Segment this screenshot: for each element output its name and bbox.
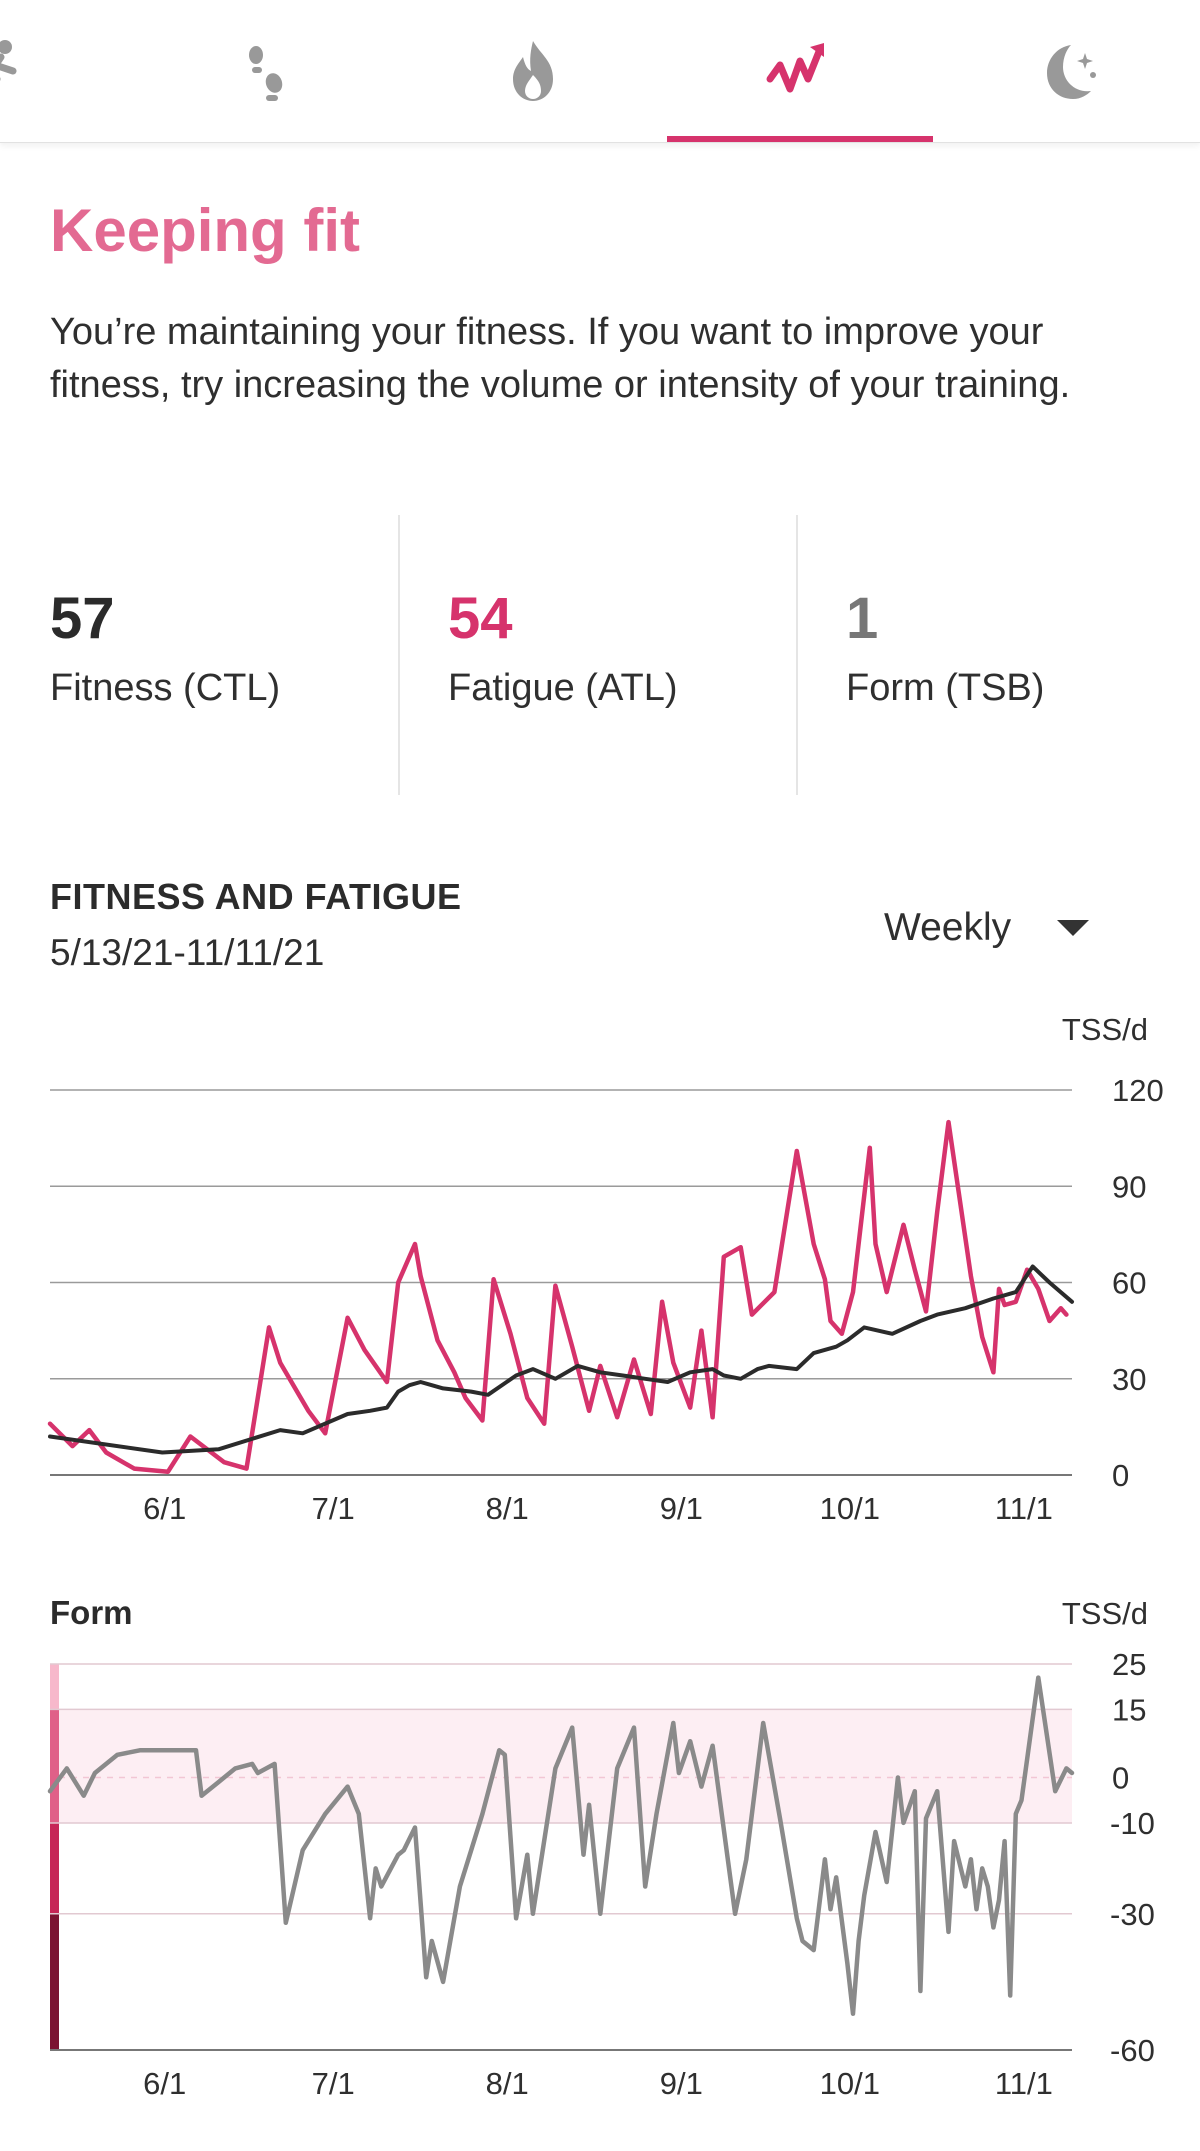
form-chart-title: Form: [50, 1594, 133, 1631]
form-zone-marker: [50, 1709, 59, 1823]
caret-down-icon: [1057, 920, 1090, 936]
status-title: Keeping fit: [50, 197, 360, 264]
tab-bar: [0, 0, 1200, 143]
x-tick-label: 7/1: [312, 1491, 355, 1526]
metric-value: 54: [448, 586, 513, 651]
fatigue-series-line: [47, 1119, 1069, 1475]
y-tick-label: 90: [1112, 1169, 1146, 1204]
metric-divider: [398, 515, 400, 795]
trend-zigzag-icon: [766, 43, 824, 93]
section-title: FITNESS AND FATIGUE: [50, 876, 462, 917]
y-tick-label: -60: [1110, 2033, 1155, 2068]
chart-unit-label: TSS/d: [1062, 1012, 1148, 1047]
y-tick-label: -30: [1110, 1897, 1155, 1932]
metric-value: 1: [846, 586, 879, 651]
tab-sleep[interactable]: [934, 0, 1200, 142]
y-tick-label: -10: [1110, 1806, 1155, 1841]
metrics-row: 57 Fitness (CTL) 54 Fatigue (ATL) 1 Form…: [0, 515, 1200, 795]
metric-label: Fitness (CTL): [50, 667, 281, 709]
tab-steps[interactable]: [133, 0, 399, 142]
x-tick-label: 8/1: [486, 2066, 529, 2101]
flame-icon: [513, 41, 553, 101]
x-tick-label: 9/1: [660, 2066, 703, 2101]
x-tick-label: 10/1: [820, 2066, 880, 2101]
metric-label: Fatigue (ATL): [448, 667, 678, 709]
x-tick-label: 8/1: [486, 1491, 529, 1526]
y-tick-label: 0: [1112, 1761, 1129, 1796]
tab-fitness[interactable]: [667, 0, 933, 142]
metric-divider: [796, 515, 798, 795]
form-zone-marker: [50, 1913, 59, 2050]
period-selected-value: Weekly: [884, 906, 1012, 949]
x-tick-label: 10/1: [820, 1491, 880, 1526]
footsteps-icon: [249, 46, 283, 101]
metric-form: 1 Form (TSB): [796, 515, 1196, 795]
moon-stars-icon: [1047, 45, 1096, 99]
y-tick-label: 15: [1112, 1692, 1146, 1727]
fitness-series-line: [48, 1264, 1074, 1455]
y-tick-label: 30: [1112, 1362, 1146, 1397]
form-series-line: [47, 1675, 1075, 2016]
tab-selected-indicator: [667, 136, 933, 142]
form-zone-marker: [50, 1822, 59, 1914]
date-range: 5/13/21-11/11/21: [50, 932, 325, 973]
metric-label: Form (TSB): [846, 667, 1045, 709]
fitness-fatigue-chart: TSS/d 6/1 7/1 8/1 9/1 10/1 11/1 0 30 60 90 120: [47, 1012, 1164, 1526]
x-tick-label: 11/1: [995, 1491, 1053, 1526]
metric-fitness: 57 Fitness (CTL): [0, 515, 400, 795]
metric-fatigue: 54 Fatigue (ATL): [398, 515, 798, 795]
y-tick-label: 25: [1112, 1647, 1146, 1682]
form-zone-marker: [50, 1664, 59, 1710]
status-description: You’re maintaining your fitness. If you …: [50, 311, 1071, 406]
x-tick-label: 6/1: [143, 2066, 186, 2101]
metric-value: 57: [50, 586, 115, 651]
form-optimal-band: [59, 1709, 1072, 1823]
period-dropdown[interactable]: Weekly: [884, 900, 1090, 956]
y-tick-label: 120: [1112, 1073, 1164, 1108]
y-tick-label: 60: [1112, 1266, 1146, 1301]
tab-activity[interactable]: [0, 0, 132, 142]
x-tick-label: 7/1: [312, 2066, 355, 2101]
x-tick-label: 9/1: [660, 1491, 703, 1526]
running-person-icon: [0, 40, 17, 82]
form-chart: TSS/d 6/1 7/1 8/1 9/1 10/1 11/1 25 15 0 -10 -30 -6…: [47, 1596, 1155, 2101]
x-tick-label: 6/1: [143, 1491, 186, 1526]
chart-unit-label: TSS/d: [1062, 1596, 1148, 1631]
x-tick-label: 11/1: [995, 2066, 1053, 2101]
tab-calories[interactable]: [400, 0, 666, 142]
y-tick-label: 0: [1112, 1458, 1129, 1493]
